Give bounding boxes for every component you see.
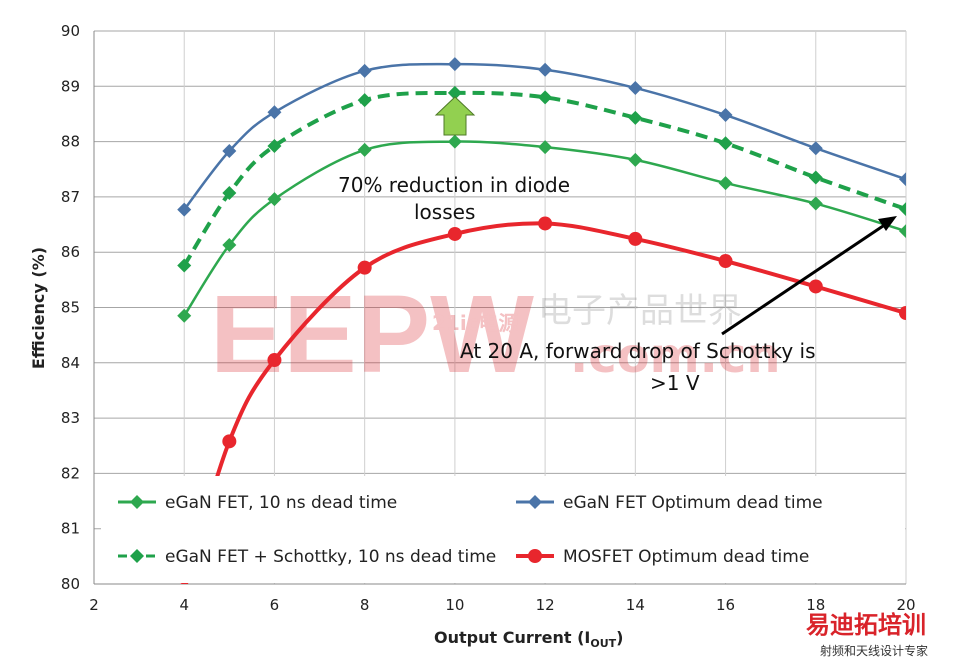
data-point bbox=[177, 258, 192, 273]
data-point bbox=[718, 254, 733, 269]
data-point bbox=[447, 85, 462, 100]
y-tick-label: 87 bbox=[61, 188, 80, 206]
data-point bbox=[808, 196, 823, 211]
y-tick-label: 84 bbox=[61, 354, 80, 372]
x-tick-label: 20 bbox=[896, 596, 915, 614]
data-point bbox=[628, 80, 643, 95]
legend-label: eGaN FET, 10 ns dead time bbox=[165, 493, 397, 513]
data-point bbox=[357, 260, 372, 275]
y-axis-label: Efficiency (%) bbox=[29, 247, 48, 369]
up-arrow-annotation bbox=[434, 96, 476, 136]
series-egan-fet-schottky-10-ns-dead-time bbox=[177, 85, 906, 273]
annotation-schottky-1: At 20 A, forward drop of Schottky is bbox=[460, 339, 816, 363]
annotation-schottky-2: >1 V bbox=[650, 371, 700, 395]
data-point bbox=[222, 186, 237, 201]
data-point bbox=[538, 140, 553, 155]
series-line bbox=[182, 90, 906, 267]
legend-box bbox=[101, 476, 905, 583]
watermark-site: 电子产品世界 bbox=[538, 291, 742, 331]
x-tick-label: 2 bbox=[89, 596, 99, 614]
data-point bbox=[179, 582, 189, 584]
data-point bbox=[808, 170, 823, 185]
series-line bbox=[183, 140, 906, 317]
data-point bbox=[628, 152, 643, 167]
y-tick-label: 89 bbox=[61, 77, 80, 95]
legend: eGaN FET, 10 ns dead time eGaN FET Optimu… bbox=[118, 493, 823, 567]
x-tick-label: 14 bbox=[626, 596, 645, 614]
x-tick-label: 8 bbox=[360, 596, 370, 614]
black-arrow-annotation bbox=[721, 222, 887, 336]
data-point bbox=[899, 224, 906, 239]
x-axis-label: Output Current (IOUT) bbox=[434, 628, 623, 650]
x-tick-label: 4 bbox=[179, 596, 189, 614]
data-point bbox=[628, 110, 643, 125]
x-tick-label: 16 bbox=[716, 596, 735, 614]
series-mosfet-optimum-dead-time bbox=[179, 216, 906, 584]
series-egan-fet-10-ns-dead-time bbox=[177, 134, 906, 323]
ticks: 80 81 82 83 84 85 86 87 88 89 90 2 4 6 8 10 12 14 16 18 20 bbox=[61, 22, 916, 614]
data-point bbox=[899, 172, 906, 187]
y-tick-label: 80 bbox=[61, 575, 80, 593]
data-point bbox=[538, 216, 553, 231]
data-point bbox=[447, 57, 462, 72]
data-point bbox=[177, 202, 192, 217]
data-point bbox=[357, 63, 372, 78]
y-tick-label: 85 bbox=[61, 299, 80, 317]
corner-logo: 易迪拓培训 bbox=[806, 611, 926, 639]
data-point bbox=[718, 136, 733, 151]
data-point bbox=[267, 139, 282, 154]
legend-label: eGaN FET + Schottky, 10 ns dead time bbox=[165, 547, 496, 567]
y-tick-label: 82 bbox=[61, 464, 80, 482]
data-point bbox=[357, 93, 372, 108]
arrow-head-icon bbox=[878, 216, 897, 231]
data-point bbox=[718, 108, 733, 123]
y-tick-label: 86 bbox=[61, 243, 80, 261]
series-egan-fet-optimum-dead-time bbox=[177, 57, 906, 217]
data-point bbox=[808, 279, 823, 294]
data-point bbox=[538, 90, 553, 105]
watermark-domain: .com.cn bbox=[570, 328, 781, 384]
data-point bbox=[447, 134, 462, 149]
data-point bbox=[267, 353, 282, 368]
data-point bbox=[808, 141, 823, 156]
data-point bbox=[267, 192, 282, 207]
x-tick-label: 18 bbox=[806, 596, 825, 614]
data-point bbox=[447, 226, 462, 241]
x-tick-label: 10 bbox=[445, 596, 464, 614]
data-point bbox=[357, 142, 372, 157]
data-point bbox=[538, 62, 553, 77]
corner-logo-sub: 射频和天线设计专家 bbox=[820, 643, 928, 658]
data-point bbox=[899, 202, 906, 217]
data-point bbox=[899, 306, 906, 321]
data-point bbox=[222, 434, 237, 449]
legend-label: MOSFET Optimum dead time bbox=[563, 547, 809, 567]
y-tick-label: 81 bbox=[61, 520, 80, 538]
series-line bbox=[183, 221, 906, 584]
watermark-sub: 21ic电源 bbox=[432, 311, 519, 335]
x-tick-label: 6 bbox=[270, 596, 280, 614]
data-point bbox=[528, 549, 542, 563]
series-group bbox=[177, 57, 906, 584]
annotation-diode-2: losses bbox=[414, 200, 475, 224]
data-point bbox=[177, 308, 192, 323]
data-point bbox=[528, 495, 542, 509]
data-point bbox=[222, 238, 237, 253]
legend-label: eGaN FET Optimum dead time bbox=[563, 493, 823, 513]
y-tick-label: 90 bbox=[61, 22, 80, 40]
y-tick-label: 83 bbox=[61, 409, 80, 427]
watermark: EEPW 21ic电源 电子产品世界 .com.cn bbox=[210, 273, 781, 396]
data-point bbox=[718, 176, 733, 191]
x-tick-label: 12 bbox=[536, 596, 555, 614]
y-tick-label: 88 bbox=[61, 133, 80, 151]
data-point bbox=[628, 231, 643, 246]
data-point bbox=[130, 495, 144, 509]
data-point bbox=[267, 105, 282, 120]
data-point bbox=[130, 549, 144, 563]
series-line bbox=[183, 62, 906, 211]
annotation-diode-1: 70% reduction in diode bbox=[338, 173, 570, 197]
data-point bbox=[222, 144, 237, 159]
